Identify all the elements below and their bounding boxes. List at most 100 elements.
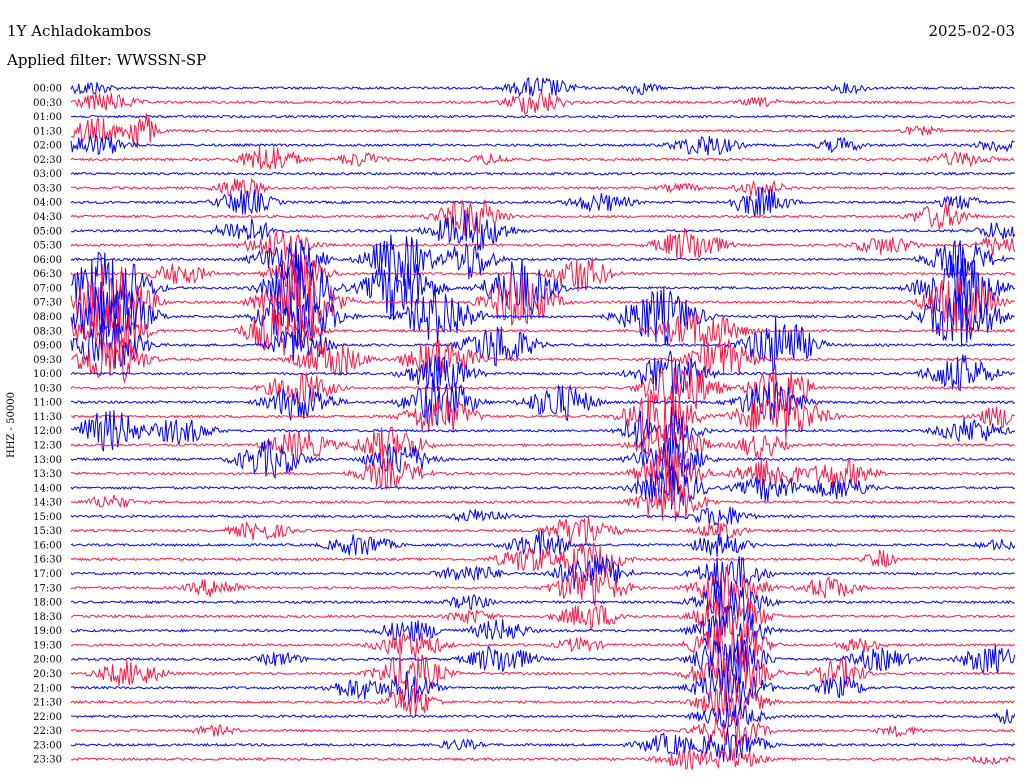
tick-label: 11:00 <box>33 398 62 409</box>
tick-label: 17:30 <box>33 583 62 594</box>
trace-line <box>70 91 1015 115</box>
tick-label: 13:00 <box>33 455 62 466</box>
tick-label: 22:30 <box>33 726 62 737</box>
trace-line <box>70 251 1016 322</box>
trace-line <box>70 407 1016 462</box>
tick-label: 14:00 <box>33 483 62 494</box>
trace-line <box>70 264 1016 339</box>
tick-label: 23:00 <box>33 740 62 751</box>
channel-label: HHZ - 50000 <box>6 392 17 458</box>
tick-label: 05:30 <box>33 241 62 252</box>
tick-label: 17:00 <box>33 569 62 580</box>
trace-line <box>70 334 1015 385</box>
tick-label: 07:00 <box>33 283 62 294</box>
tick-label: 12:00 <box>33 426 62 437</box>
trace-line <box>70 187 1015 218</box>
tick-label: 11:30 <box>33 412 62 423</box>
trace-line <box>70 638 1016 684</box>
trace-line <box>70 564 1015 610</box>
tick-label: 06:00 <box>33 255 62 266</box>
trace-line <box>70 254 1016 292</box>
tick-label: 14:30 <box>33 498 62 509</box>
trace-line <box>70 234 1015 287</box>
trace-line <box>70 171 1016 176</box>
tick-label: 06:30 <box>33 269 62 280</box>
tick-label: 05:00 <box>33 226 62 237</box>
seismic-traces <box>70 76 1016 771</box>
tick-label: 00:30 <box>33 98 62 109</box>
trace-line <box>71 667 1015 712</box>
tick-label: 22:00 <box>33 712 62 723</box>
trace-line <box>70 281 1015 347</box>
tick-label: 04:00 <box>33 198 62 209</box>
trace-line <box>70 113 1015 149</box>
trace-line <box>70 198 1016 236</box>
trace-line <box>70 605 1015 653</box>
filter-label: Applied filter: WWSSN-SP <box>6 51 206 69</box>
trace-line <box>70 482 1015 522</box>
trace-line <box>70 177 1015 199</box>
tick-label: 03:30 <box>33 184 62 195</box>
trace-line <box>70 650 1016 694</box>
tick-label: 08:00 <box>33 312 62 323</box>
tick-label: 07:30 <box>33 298 62 309</box>
trace-line <box>70 710 1015 747</box>
trace-line <box>70 422 1016 468</box>
tick-label: 13:30 <box>33 469 62 480</box>
tick-label: 19:00 <box>33 626 62 637</box>
trace-line <box>70 542 1016 575</box>
tick-label: 12:30 <box>33 441 62 452</box>
tick-label: 16:30 <box>33 555 62 566</box>
tick-label: 23:30 <box>33 755 62 766</box>
trace-line <box>70 465 1016 510</box>
tick-label: 08:30 <box>33 326 62 337</box>
tick-label: 20:30 <box>33 669 62 680</box>
tick-label: 02:30 <box>33 155 62 166</box>
tick-label: 01:30 <box>33 126 62 137</box>
time-tick-labels: 00:00 00:30 01:00 01:30 02:00 02:30 03:00 03:30… <box>33 84 62 766</box>
trace-line <box>70 595 1016 638</box>
tick-label: 02:00 <box>33 141 62 152</box>
trace-line <box>70 133 1015 156</box>
tick-label: 21:00 <box>33 683 62 694</box>
trace-line <box>70 317 1015 373</box>
tick-label: 10:30 <box>33 383 62 394</box>
tick-label: 19:30 <box>33 640 62 651</box>
trace-line <box>70 554 1015 590</box>
trace-line <box>70 146 1015 170</box>
tick-label: 21:30 <box>33 698 62 709</box>
trace-line <box>70 227 1016 261</box>
station-title: 1Y Achladokambos <box>7 22 151 40</box>
tick-label: 18:00 <box>33 598 62 609</box>
trace-line <box>70 76 1015 98</box>
trace-line <box>71 304 1016 356</box>
trace-line <box>70 363 1016 417</box>
trace-line <box>70 580 1015 621</box>
trace-line <box>70 114 1016 119</box>
trace-line <box>70 506 1016 527</box>
tick-label: 04:30 <box>33 212 62 223</box>
trace-line <box>70 702 1016 729</box>
trace-line <box>70 436 1015 482</box>
trace-line <box>70 350 1015 399</box>
trace-line <box>70 378 1016 427</box>
tick-label: 16:00 <box>33 541 62 552</box>
trace-line <box>70 619 1016 672</box>
trace-line <box>70 389 1015 442</box>
tick-label: 01:00 <box>33 112 62 123</box>
tick-label: 09:30 <box>33 355 62 366</box>
trace-line <box>70 209 1016 251</box>
date-label: 2025-02-03 <box>929 22 1015 40</box>
tick-label: 00:00 <box>33 84 62 95</box>
trace-line <box>70 451 1015 493</box>
trace-line <box>70 530 1016 557</box>
trace-line <box>70 516 1016 547</box>
tick-label: 15:30 <box>33 526 62 537</box>
tick-label: 18:30 <box>33 612 62 623</box>
trace-line <box>70 748 1016 771</box>
tick-label: 03:00 <box>33 169 62 180</box>
tick-label: 09:00 <box>33 341 62 352</box>
trace-line <box>70 728 1016 762</box>
tick-label: 20:00 <box>33 655 62 666</box>
